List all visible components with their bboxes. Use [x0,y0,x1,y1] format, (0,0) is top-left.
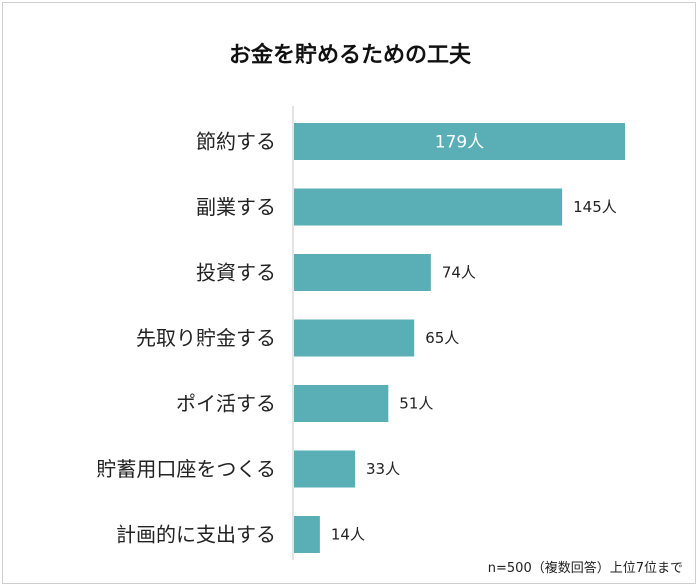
value-label-4: 65人 [425,329,459,347]
value-label-6: 33人 [366,460,400,478]
value-label-1: 179人 [435,133,484,153]
bar-3 [294,254,431,291]
value-label-2: 145人 [573,198,617,216]
bar-7 [294,516,320,553]
bar-2 [294,188,563,226]
bar-1 [294,123,625,160]
category-label-4: 先取り貯金する [136,326,276,350]
category-label-7: 計画的に支出する [116,523,276,547]
chart-title: お金を貯めるための工夫 [229,42,472,68]
bar-5 [294,385,389,422]
category-label-1: 節約する [196,130,276,154]
bar-4 [294,319,415,357]
bar-6 [294,450,356,488]
category-label-6: 貯蓄用口座をつくる [96,457,276,481]
value-label-5: 51人 [399,395,433,413]
sample-note: n=500（複数回答）上位7位まで [488,560,683,576]
category-label-2: 副業する [196,195,276,219]
category-label-5: ポイ活する [176,392,276,416]
value-label-7: 14人 [331,526,365,544]
category-label-3: 投資する [196,261,276,285]
value-label-3: 74人 [442,264,476,282]
